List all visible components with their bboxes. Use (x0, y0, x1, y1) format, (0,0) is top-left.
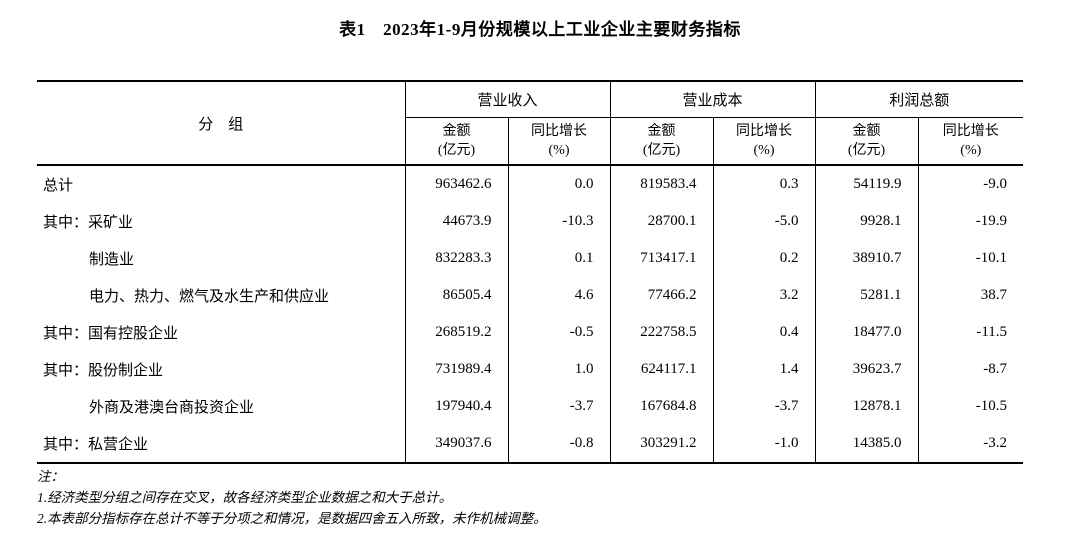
subheader-line1: 金额 (852, 124, 881, 139)
subheader-line1: 同比增长 (736, 124, 793, 139)
value-cell: -10.3 (507, 203, 611, 240)
value-cell: 3.2 (712, 277, 816, 314)
value-cell: 731989.4 (404, 351, 508, 388)
value-cell: 28700.1 (609, 203, 714, 240)
value-cell: 4.6 (507, 277, 611, 314)
subheader-revenue-amount: 金额 (亿元) (404, 117, 508, 166)
value-cell: -10.1 (917, 240, 1024, 277)
value-cell: -3.2 (917, 425, 1024, 463)
value-cell: 0.1 (507, 240, 611, 277)
value-cell: 167684.8 (609, 388, 714, 425)
value-cell: 0.4 (712, 314, 816, 351)
footnotes: 注： 1.经济类型分组之间存在交叉，故各经济类型企业数据之和大于总计。 2.本表… (37, 466, 1027, 529)
value-cell: 77466.2 (609, 277, 714, 314)
value-cell: -5.0 (712, 203, 816, 240)
value-cell: 0.3 (712, 165, 816, 203)
value-cell: 86505.4 (404, 277, 508, 314)
subheader-line1: 同比增长 (942, 124, 999, 139)
value-cell: 624117.1 (609, 351, 714, 388)
table-row-foreign-invested: 外商及港澳台商投资企业 197940.4 -3.7 167684.8 -3.7 … (37, 388, 1024, 425)
subheader-line1: 同比增长 (531, 124, 587, 139)
value-cell: 38.7 (917, 277, 1024, 314)
value-cell: 38910.7 (814, 240, 919, 277)
row-label: 总计 (43, 178, 74, 194)
table-container: 分 组 营业收入 营业成本 利润总额 金额 (亿元) 同比增长 (%) 金 (37, 80, 1024, 464)
value-cell: 1.0 (507, 351, 611, 388)
table-row-utilities: 电力、热力、燃气及水生产和供应业 86505.4 4.6 77466.2 3.2… (37, 277, 1024, 314)
value-cell: 1.4 (712, 351, 816, 388)
row-label: 制造业 (89, 252, 135, 268)
value-cell: 14385.0 (814, 425, 919, 463)
header-group-row: 分 组 营业收入 营业成本 利润总额 (37, 81, 1024, 166)
column-header-revenue: 营业收入 (404, 81, 611, 118)
column-header-cost: 营业成本 (609, 81, 816, 118)
value-cell: 54119.9 (814, 165, 919, 203)
table-row-state-owned: 其中：国有控股企业 268519.2 -0.5 222758.5 0.4 184… (37, 314, 1024, 351)
row-label: 其中：股份制企业 (43, 363, 164, 379)
value-cell: -19.9 (917, 203, 1024, 240)
row-label: 其中：采矿业 (43, 215, 134, 231)
value-cell: -3.7 (712, 388, 816, 425)
value-cell: 819583.4 (609, 165, 714, 203)
subheader-profit-amount: 金额 (亿元) (814, 117, 919, 166)
subheader-line1: 金额 (442, 124, 471, 139)
value-cell: 349037.6 (404, 425, 508, 463)
value-cell: -0.5 (507, 314, 611, 351)
table-row-shareholding: 其中：股份制企业 731989.4 1.0 624117.1 1.4 39623… (37, 351, 1024, 388)
value-cell: 303291.2 (609, 425, 714, 463)
subheader-profit-growth: 同比增长 (%) (917, 117, 1024, 166)
value-cell: 12878.1 (814, 388, 919, 425)
value-cell: 197940.4 (404, 388, 508, 425)
footnote-heading: 注： (37, 469, 64, 484)
subheader-revenue-growth: 同比增长 (%) (507, 117, 611, 166)
value-cell: 0.0 (507, 165, 611, 203)
column-header-group: 分 组 (37, 81, 405, 166)
table-title: 表1 2023年1-9月份规模以上工业企业主要财务指标 (339, 20, 741, 39)
table-row-total: 总计 963462.6 0.0 819583.4 0.3 54119.9 -9.… (37, 165, 1024, 203)
subheader-line2: (亿元) (437, 143, 476, 158)
column-header-profit: 利润总额 (814, 81, 1024, 118)
value-cell: 0.2 (712, 240, 816, 277)
value-cell: 963462.6 (404, 165, 508, 203)
value-cell: 5281.1 (814, 277, 919, 314)
value-cell: 39623.7 (814, 351, 919, 388)
value-cell: 18477.0 (814, 314, 919, 351)
subheader-cost-amount: 金额 (亿元) (609, 117, 714, 166)
footnote-item-2: 2.本表部分指标存在总计不等于分项之和情况，是数据四舍五入所致，未作机械调整。 (37, 511, 547, 526)
value-cell: 832283.3 (404, 240, 508, 277)
subheader-line2: (%) (960, 143, 982, 158)
value-cell: 268519.2 (404, 314, 508, 351)
value-cell: 9928.1 (814, 203, 919, 240)
table-row-mining: 其中：采矿业 44673.9 -10.3 28700.1 -5.0 9928.1… (37, 203, 1024, 240)
header-sub-row: 金额 (亿元) 同比增长 (%) 金额 (亿元) 同比增长 (%) (37, 117, 1024, 166)
value-cell: -10.5 (917, 388, 1024, 425)
table-row-manufacturing: 制造业 832283.3 0.1 713417.1 0.2 38910.7 -1… (37, 240, 1024, 277)
row-label: 其中：私营企业 (43, 437, 149, 453)
row-label: 电力、热力、燃气及水生产和供应业 (89, 289, 330, 305)
value-cell: -3.7 (507, 388, 611, 425)
subheader-line1: 金额 (647, 124, 676, 139)
subheader-cost-growth: 同比增长 (%) (712, 117, 816, 166)
value-cell: 713417.1 (609, 240, 714, 277)
subheader-line2: (%) (548, 143, 570, 158)
value-cell: 44673.9 (404, 203, 508, 240)
subheader-line2: (亿元) (642, 143, 681, 158)
subheader-line2: (%) (753, 143, 775, 158)
row-label: 外商及港澳台商投资企业 (89, 400, 255, 416)
value-cell: -1.0 (712, 425, 816, 463)
value-cell: -9.0 (917, 165, 1024, 203)
table-row-private: 其中：私营企业 349037.6 -0.8 303291.2 -1.0 1438… (37, 425, 1024, 463)
row-label: 其中：国有控股企业 (43, 326, 179, 342)
subheader-line2: (亿元) (847, 143, 886, 158)
value-cell: 222758.5 (609, 314, 714, 351)
value-cell: -0.8 (507, 425, 611, 463)
value-cell: -11.5 (917, 314, 1024, 351)
financial-indicators-table: 分 组 营业收入 营业成本 利润总额 金额 (亿元) 同比增长 (%) 金 (37, 80, 1024, 464)
value-cell: -8.7 (917, 351, 1024, 388)
footnote-item-1: 1.经济类型分组之间存在交叉，故各经济类型企业数据之和大于总计。 (37, 490, 453, 505)
